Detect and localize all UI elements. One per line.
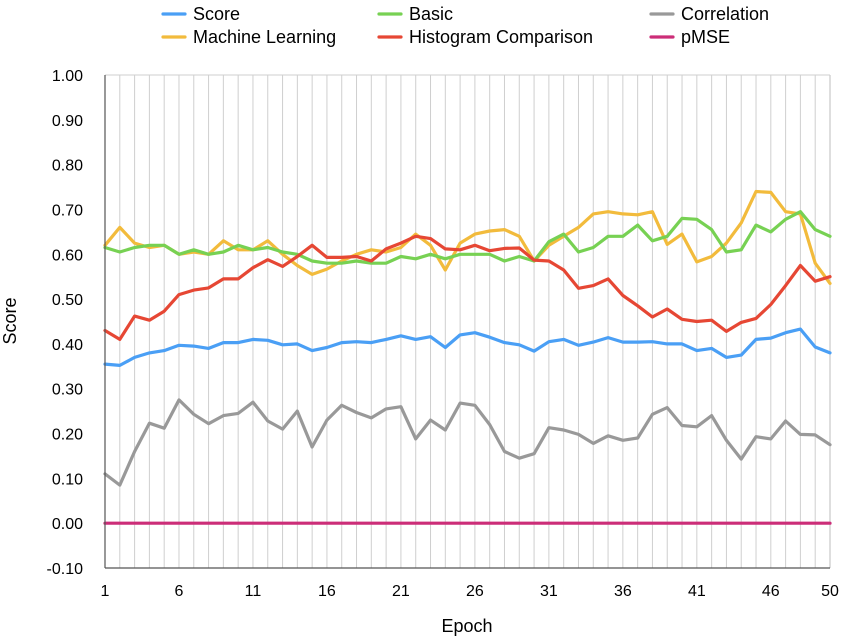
legend-item-histogram-comparison: Histogram Comparison xyxy=(377,27,593,47)
series-line-machine-learning xyxy=(103,189,832,285)
y-tick-label: 0.10 xyxy=(52,471,83,488)
legend-item-basic: Basic xyxy=(377,4,453,24)
x-axis-title: Epoch xyxy=(441,616,492,636)
y-tick-label: 0.60 xyxy=(52,247,83,264)
x-tick-label: 1 xyxy=(101,583,110,600)
y-tick-label: 0.50 xyxy=(52,292,83,309)
y-tick-label: 0.00 xyxy=(52,516,83,533)
y-tick-label: 0.80 xyxy=(52,158,83,175)
x-axis: 1 6 11 16 21 26 31 36 41 46 50 xyxy=(101,567,839,600)
y-tick-label: 0.40 xyxy=(52,337,83,354)
legend-label: Machine Learning xyxy=(193,27,336,47)
x-tick-label: 31 xyxy=(540,583,558,600)
y-axis-title: Score xyxy=(0,297,20,344)
legend-label: pMSE xyxy=(681,27,730,47)
x-tick-label: 50 xyxy=(821,583,839,600)
plot-area xyxy=(103,189,832,525)
grid xyxy=(104,74,831,568)
legend-label: Histogram Comparison xyxy=(409,27,593,47)
series-line-basic xyxy=(103,210,832,265)
series-line-score xyxy=(103,327,832,367)
y-axis: 1.00 0.90 0.80 0.70 0.60 0.50 0.40 0.30 0.20 0.10… xyxy=(47,68,106,578)
x-tick-label: 46 xyxy=(762,583,780,600)
series-line-correlation xyxy=(103,398,832,487)
x-tick-label: 26 xyxy=(466,583,484,600)
legend-item-correlation: Correlation xyxy=(649,4,769,24)
legend-item-pmse: pMSE xyxy=(649,27,730,47)
x-tick-label: 11 xyxy=(245,583,262,600)
series-line-histogram-comparison xyxy=(103,234,832,341)
y-tick-label: 0.70 xyxy=(52,202,83,219)
legend: Score Machine Learning Basic Histogram Comp… xyxy=(161,4,769,47)
y-tick-label: 0.20 xyxy=(52,427,83,444)
y-tick-label: 1.00 xyxy=(52,68,83,85)
legend-label: Basic xyxy=(409,4,453,24)
legend-item-machine-learning: Machine Learning xyxy=(161,27,336,47)
x-tick-label: 6 xyxy=(175,583,184,600)
y-tick-label: 0.90 xyxy=(52,113,83,130)
legend-label: Correlation xyxy=(681,4,769,24)
x-tick-label: 21 xyxy=(392,583,410,600)
x-tick-label: 36 xyxy=(614,583,632,600)
legend-item-score: Score xyxy=(161,4,240,24)
x-tick-label: 41 xyxy=(688,583,706,600)
x-tick-label: 16 xyxy=(318,583,336,600)
y-tick-label: -0.10 xyxy=(47,561,84,578)
y-tick-label: 0.30 xyxy=(52,382,83,399)
legend-label: Score xyxy=(193,4,240,24)
